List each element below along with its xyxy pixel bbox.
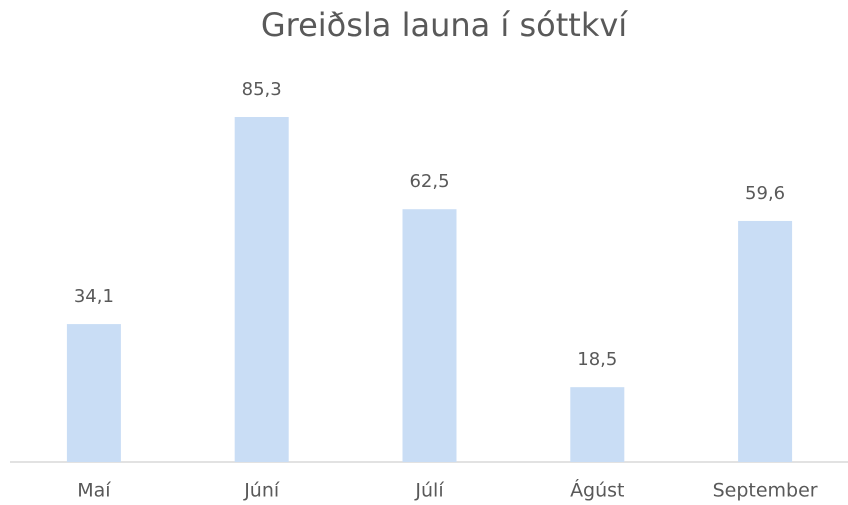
x-tick-label: September <box>713 480 818 502</box>
x-tick-label: Júní <box>243 480 280 502</box>
bar <box>234 117 289 462</box>
x-tick-label: Ágúst <box>570 479 624 502</box>
bar <box>402 209 457 462</box>
bar <box>66 324 121 462</box>
bar <box>570 387 625 462</box>
value-label: 85,3 <box>242 79 282 100</box>
bar <box>738 220 793 462</box>
x-tick-label: Maí <box>77 480 111 502</box>
value-label: 34,1 <box>74 286 114 307</box>
value-label: 62,5 <box>409 171 449 192</box>
chart-title: Greiðsla launa í sóttkví <box>261 6 628 44</box>
value-label: 18,5 <box>577 349 617 370</box>
x-tick-label: Júlí <box>414 480 444 502</box>
value-label: 59,6 <box>745 183 785 204</box>
